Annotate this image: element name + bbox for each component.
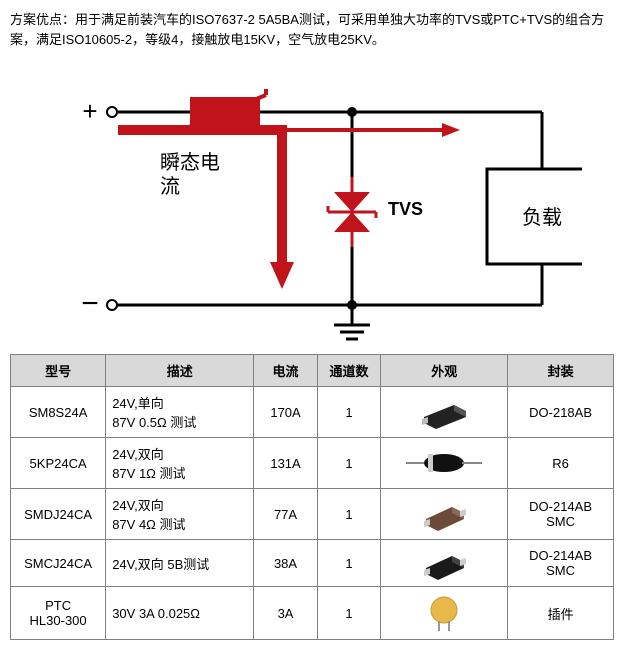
svg-text:+: + (82, 96, 97, 126)
table-row: SMCJ24CA24V,双向 5B测试38A1 DO-214ABSMC (11, 540, 614, 587)
description-text: 方案优点：用于满足前装汽车的ISO7637-2 5A5BA测试，可采用单独大功率… (10, 10, 614, 49)
svg-text:TVS: TVS (388, 199, 423, 219)
cell-channels: 1 (317, 387, 380, 438)
circuit-diagram: 负载 + − TVS (10, 57, 614, 342)
table-row: PTCHL30-30030V 3A 0.025Ω3A1 插件 (11, 587, 614, 640)
svg-text:流: 流 (160, 175, 180, 198)
cell-current: 77A (254, 489, 317, 540)
cell-channels: 1 (317, 540, 380, 587)
th-channels: 通道数 (317, 355, 380, 387)
th-desc: 描述 (106, 355, 254, 387)
cell-package: DO-218AB (508, 387, 614, 438)
table-header-row: 型号 描述 电流 通道数 外观 封装 (11, 355, 614, 387)
table-row: SM8S24A24V,单向87V 0.5Ω 测试170A1 DO-218AB (11, 387, 614, 438)
component-table: 型号 描述 电流 通道数 外观 封装 SM8S24A24V,单向87V 0.5Ω… (10, 354, 614, 640)
cell-appearance (381, 540, 508, 587)
cell-current: 131A (254, 438, 317, 489)
cell-desc: 24V,双向87V 4Ω 测试 (106, 489, 254, 540)
cell-current: 38A (254, 540, 317, 587)
cell-appearance (381, 387, 508, 438)
svg-text:瞬态电: 瞬态电 (160, 151, 220, 174)
cell-package: DO-214ABSMC (508, 489, 614, 540)
table-row: SMDJ24CA24V,双向87V 4Ω 测试77A1 DO-214ABSMC (11, 489, 614, 540)
cell-appearance (381, 438, 508, 489)
cell-model: SMDJ24CA (11, 489, 106, 540)
cell-channels: 1 (317, 438, 380, 489)
cell-model: PTCHL30-300 (11, 587, 106, 640)
cell-model: SM8S24A (11, 387, 106, 438)
cell-desc: 24V,单向87V 0.5Ω 测试 (106, 387, 254, 438)
svg-text:负载: 负载 (522, 206, 562, 229)
cell-package: DO-214ABSMC (508, 540, 614, 587)
th-current: 电流 (254, 355, 317, 387)
cell-package: R6 (508, 438, 614, 489)
cell-model: 5KP24CA (11, 438, 106, 489)
cell-appearance (381, 587, 508, 640)
cell-desc: 30V 3A 0.025Ω (106, 587, 254, 640)
cell-desc: 24V,双向87V 1Ω 测试 (106, 438, 254, 489)
svg-text:−: − (81, 287, 99, 320)
th-appearance: 外观 (381, 355, 508, 387)
cell-model: SMCJ24CA (11, 540, 106, 587)
cell-channels: 1 (317, 489, 380, 540)
cell-desc: 24V,双向 5B测试 (106, 540, 254, 587)
cell-appearance (381, 489, 508, 540)
th-model: 型号 (11, 355, 106, 387)
cell-package: 插件 (508, 587, 614, 640)
th-package: 封装 (508, 355, 614, 387)
cell-current: 170A (254, 387, 317, 438)
cell-current: 3A (254, 587, 317, 640)
table-row: 5KP24CA24V,双向87V 1Ω 测试131A1 R6 (11, 438, 614, 489)
cell-channels: 1 (317, 587, 380, 640)
